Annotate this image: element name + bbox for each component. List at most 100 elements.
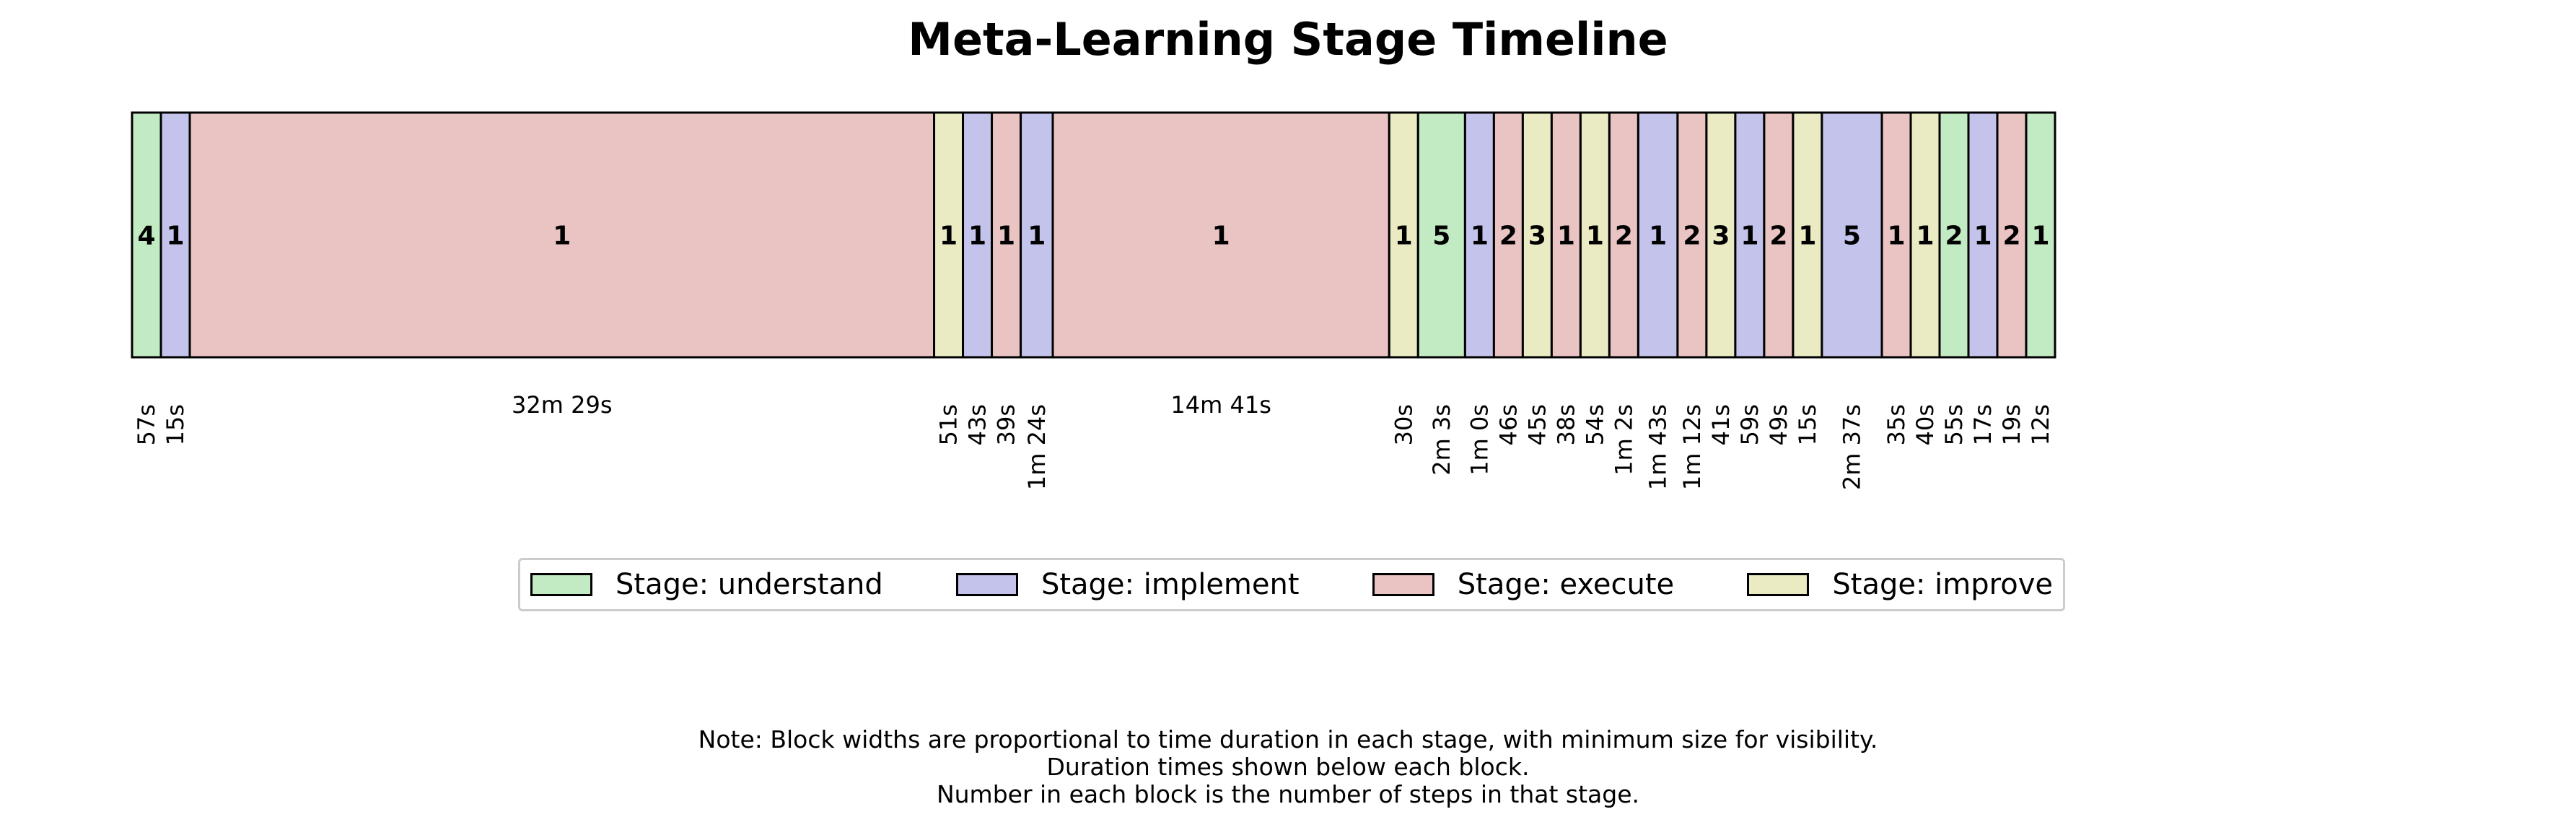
duration-label: 35s — [1883, 404, 1910, 445]
legend-item-implement: Stage: implement — [955, 568, 1300, 601]
duration-label: 19s — [1998, 404, 2025, 445]
stage-block-bar — [2025, 111, 2056, 359]
duration-label: 1m 2s — [1610, 404, 1637, 476]
step-count-label: 1 — [1586, 222, 1604, 251]
duration-label: 46s — [1494, 404, 1522, 445]
timeline-block-execute: 2 19s — [1996, 111, 2028, 445]
legend-swatch — [530, 573, 592, 596]
timeline-block-execute: 2 49s — [1763, 111, 1795, 445]
step-count-label: 2 — [1615, 222, 1633, 251]
timeline-block-improve: 1 54s — [1579, 111, 1611, 445]
legend-label: Stage: understand — [615, 568, 883, 601]
duration-label: 2m 37s — [1838, 404, 1865, 490]
duration-label: 32m 29s — [512, 391, 612, 419]
step-count-label: 4 — [137, 222, 155, 251]
timeline-block-implement: 1 1m 0s — [1463, 111, 1495, 476]
stage-block-bar — [1880, 111, 1912, 359]
duration-label: 30s — [1390, 404, 1417, 445]
step-count-label: 1 — [1916, 222, 1934, 251]
stage-block-bar — [1608, 111, 1639, 359]
timeline-block-execute: 1 14m 41s — [1051, 111, 1390, 419]
duration-label: 12s — [2027, 404, 2054, 445]
timeline-block-understand: 5 2m 3s — [1416, 111, 1466, 476]
duration-label: 59s — [1736, 404, 1764, 445]
duration-label: 39s — [993, 404, 1020, 445]
duration-label: 43s — [964, 404, 991, 445]
stage-block-bar — [1416, 111, 1466, 359]
step-count-label: 1 — [166, 222, 184, 251]
stage-block-bar — [1579, 111, 1611, 359]
duration-label: 1m 24s — [1023, 404, 1051, 490]
step-count-label: 3 — [1712, 222, 1730, 251]
step-count-label: 5 — [1432, 222, 1450, 251]
timeline-block-execute: 1 38s — [1550, 111, 1582, 445]
stage-block-bar — [962, 111, 994, 359]
chart-legend: Stage: understand Stage: implement Stage: … — [518, 558, 2065, 611]
chart-title: Meta-Learning Stage Timeline — [908, 13, 1668, 66]
timeline-block-implement: 1 17s — [1967, 111, 1999, 445]
timeline-block-understand: 2 55s — [1938, 111, 1970, 445]
duration-label: 2m 3s — [1428, 404, 1455, 476]
legend-swatch — [1747, 573, 1810, 596]
timeline-block-execute: 1 35s — [1880, 111, 1912, 445]
stage-block-bar — [991, 111, 1022, 359]
stage-block-bar — [1521, 111, 1553, 359]
stage-block-bar — [1550, 111, 1582, 359]
stage-block-bar — [188, 111, 936, 359]
timeline-block-improve: 1 30s — [1388, 111, 1419, 445]
timeline-block-execute: 2 1m 12s — [1676, 111, 1708, 490]
duration-label: 51s — [935, 404, 963, 445]
duration-label: 45s — [1523, 404, 1551, 445]
step-count-label: 1 — [1649, 222, 1667, 251]
stage-block-bar — [1463, 111, 1495, 359]
timeline-block-implement: 1 15s — [159, 111, 191, 445]
stage-block-bar — [1705, 111, 1737, 359]
duration-label: 40s — [1911, 404, 1939, 445]
note-line-2: Duration times shown below each block. — [1046, 753, 1530, 781]
step-count-label: 1 — [1471, 222, 1489, 251]
timeline-block-improve: 3 45s — [1521, 111, 1553, 445]
step-count-label: 1 — [2031, 222, 2049, 251]
legend-item-understand: Stage: understand — [530, 568, 883, 601]
duration-label: 55s — [1940, 404, 1968, 445]
duration-label: 15s — [162, 404, 189, 445]
stage-block-bar — [1637, 111, 1679, 359]
stage-block-bar — [1909, 111, 1941, 359]
timeline-block-execute: 2 1m 2s — [1608, 111, 1639, 476]
step-count-label: 1 — [1395, 222, 1413, 251]
timeline-block-implement: 5 2m 37s — [1821, 111, 1883, 490]
step-count-label: 2 — [2002, 222, 2020, 251]
duration-label: 49s — [1765, 404, 1792, 445]
timeline-block-understand: 1 12s — [2025, 111, 2056, 445]
timeline-block-implement: 1 1m 24s — [1020, 111, 1054, 490]
legend-item-execute: Stage: execute — [1372, 568, 1674, 601]
legend-swatch — [955, 573, 1018, 596]
legend-swatch — [1372, 573, 1434, 596]
step-count-label: 1 — [1212, 222, 1230, 251]
step-count-label: 1 — [997, 222, 1015, 251]
legend-item-improve: Stage: improve — [1747, 568, 2053, 601]
step-count-label: 1 — [553, 222, 571, 251]
step-count-label: 3 — [1528, 222, 1546, 251]
timeline-block-implement: 1 43s — [962, 111, 994, 445]
note-line-3: Number in each block is the number of st… — [936, 780, 1640, 808]
stage-block-bar — [1763, 111, 1795, 359]
note-line-1: Note: Block widths are proportional to t… — [698, 725, 1878, 753]
timeline-block-execute: 2 46s — [1492, 111, 1524, 445]
stage-block-bar — [131, 111, 162, 359]
stage-block-bar — [1676, 111, 1708, 359]
timeline-block-implement: 1 1m 43s — [1637, 111, 1679, 490]
duration-label: 54s — [1581, 404, 1608, 445]
step-count-label: 2 — [1683, 222, 1701, 251]
duration-label: 1m 0s — [1466, 404, 1493, 476]
stage-block-bar — [933, 111, 965, 359]
timeline-block-implement: 1 59s — [1734, 111, 1766, 445]
duration-label: 14m 41s — [1170, 391, 1271, 419]
timeline-block-improve: 1 15s — [1792, 111, 1823, 445]
legend-label: Stage: implement — [1041, 568, 1300, 601]
step-count-label: 1 — [939, 222, 958, 251]
step-count-label: 2 — [1945, 222, 1963, 251]
timeline-block-improve: 3 41s — [1705, 111, 1737, 445]
timeline-block-execute: 1 39s — [991, 111, 1022, 445]
timeline-block-execute: 1 32m 29s — [188, 111, 936, 419]
